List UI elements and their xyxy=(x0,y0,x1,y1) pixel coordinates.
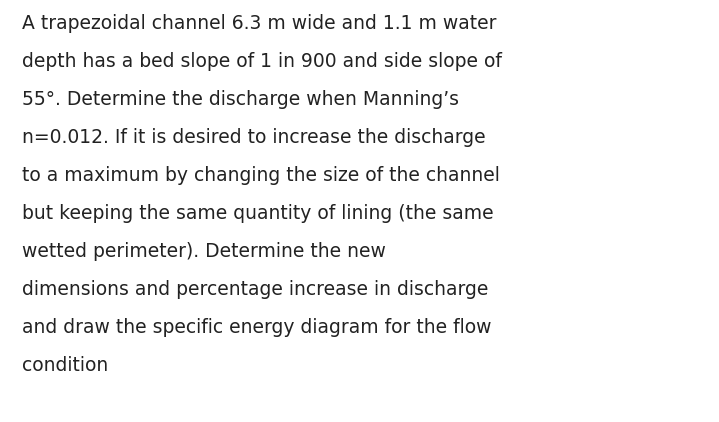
Text: condition: condition xyxy=(22,356,109,375)
Text: dimensions and percentage increase in discharge: dimensions and percentage increase in di… xyxy=(22,280,488,299)
Text: but keeping the same quantity of lining (the same: but keeping the same quantity of lining … xyxy=(22,204,494,223)
Text: depth has a bed slope of 1 in 900 and side slope of: depth has a bed slope of 1 in 900 and si… xyxy=(22,52,502,71)
Text: n=0.012. If it is desired to increase the discharge: n=0.012. If it is desired to increase th… xyxy=(22,128,485,147)
Text: A trapezoidal channel 6.3 m wide and 1.1 m water: A trapezoidal channel 6.3 m wide and 1.1… xyxy=(22,14,497,33)
Text: wetted perimeter). Determine the new: wetted perimeter). Determine the new xyxy=(22,242,386,261)
Text: to a maximum by changing the size of the channel: to a maximum by changing the size of the… xyxy=(22,166,500,185)
Text: 55°. Determine the discharge when Manning’s: 55°. Determine the discharge when Mannin… xyxy=(22,90,459,109)
Text: and draw the specific energy diagram for the flow: and draw the specific energy diagram for… xyxy=(22,318,492,337)
